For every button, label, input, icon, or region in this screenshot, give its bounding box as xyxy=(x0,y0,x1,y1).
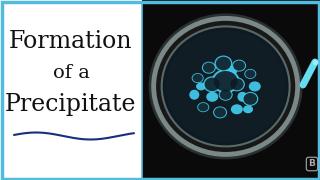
Ellipse shape xyxy=(193,74,203,82)
Ellipse shape xyxy=(229,77,245,91)
Ellipse shape xyxy=(202,62,216,74)
Bar xyxy=(142,0,320,180)
Ellipse shape xyxy=(219,89,233,101)
Ellipse shape xyxy=(149,13,303,159)
Ellipse shape xyxy=(231,104,243,114)
Ellipse shape xyxy=(244,69,256,79)
Ellipse shape xyxy=(220,90,232,100)
Ellipse shape xyxy=(249,81,261,91)
Ellipse shape xyxy=(197,102,209,112)
Ellipse shape xyxy=(203,63,215,73)
Ellipse shape xyxy=(213,106,227,118)
Ellipse shape xyxy=(245,70,255,78)
Ellipse shape xyxy=(237,92,247,102)
Ellipse shape xyxy=(166,30,286,142)
Ellipse shape xyxy=(225,66,237,76)
Ellipse shape xyxy=(162,26,290,146)
Ellipse shape xyxy=(214,55,232,71)
Ellipse shape xyxy=(243,105,253,113)
Ellipse shape xyxy=(216,57,231,70)
Ellipse shape xyxy=(189,90,199,100)
Text: B: B xyxy=(308,159,316,168)
Ellipse shape xyxy=(242,92,258,106)
Ellipse shape xyxy=(192,73,204,83)
Bar xyxy=(2,1,142,179)
Ellipse shape xyxy=(233,60,245,71)
Ellipse shape xyxy=(230,78,244,90)
Text: Precipitate: Precipitate xyxy=(5,93,137,116)
Ellipse shape xyxy=(214,107,226,118)
Ellipse shape xyxy=(204,78,220,91)
Ellipse shape xyxy=(154,18,298,154)
Ellipse shape xyxy=(214,71,237,91)
Ellipse shape xyxy=(203,76,221,92)
Ellipse shape xyxy=(244,93,257,105)
Ellipse shape xyxy=(212,69,240,93)
Ellipse shape xyxy=(198,103,208,111)
Text: of a: of a xyxy=(52,64,89,82)
Ellipse shape xyxy=(232,60,246,72)
Ellipse shape xyxy=(206,92,218,102)
Ellipse shape xyxy=(196,82,206,90)
Text: Formation: Formation xyxy=(9,30,133,53)
